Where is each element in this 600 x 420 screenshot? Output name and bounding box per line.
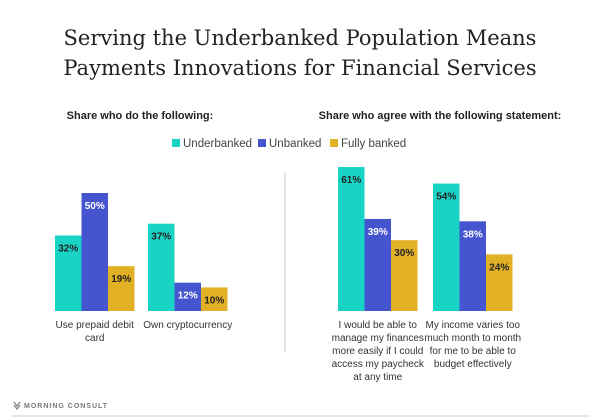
category-label-1-0: I would be able to xyxy=(339,320,418,331)
data-label-1-0-1: 39% xyxy=(368,227,388,238)
category-label-1-1: for me to be able to xyxy=(430,346,517,357)
bars: 32% 50% 19% Use prepaid debit card 37% 12% 10% O… xyxy=(55,167,521,383)
data-label-0-1-0: 37% xyxy=(151,232,171,243)
bar-0-0-1 xyxy=(81,193,108,311)
data-label-0-0-0: 32% xyxy=(58,243,78,254)
legend: Underbanked Unbanked Fully banked xyxy=(172,138,406,150)
category-label-0-0: Use prepaid debit xyxy=(56,320,135,331)
legend-swatch-2 xyxy=(330,139,338,147)
data-label-1-1-0: 54% xyxy=(436,192,456,203)
bar-0-1-0 xyxy=(148,223,175,311)
bar-1-1-1 xyxy=(459,221,486,311)
morning-consult-logo xyxy=(13,401,21,411)
chart-title-line-1: Serving the Underbanked Population Means xyxy=(64,26,537,50)
bar-0-0-2 xyxy=(108,266,135,311)
data-label-1-0-2: 30% xyxy=(394,248,414,259)
category-label-0-0: card xyxy=(85,333,104,344)
data-label-0-0-1: 50% xyxy=(85,201,105,212)
category-label-1-0: manage my finances xyxy=(332,333,424,344)
bar-0-0-0 xyxy=(55,235,82,311)
logo-text: MORNING CONSULT xyxy=(24,403,108,410)
bar-1-0-2 xyxy=(391,240,418,311)
legend-label-1: Unbanked xyxy=(269,138,321,150)
data-label-0-1-2: 10% xyxy=(204,295,224,306)
legend-label-0: Underbanked xyxy=(183,138,252,150)
left-panel-title: Share who do the following: xyxy=(67,110,214,122)
category-label-0-1: Own cryptocurrency xyxy=(143,320,232,331)
bar-1-0-1 xyxy=(364,218,391,311)
data-label-1-1-2: 24% xyxy=(489,262,509,273)
right-panel-title: Share who agree with the following state… xyxy=(319,110,562,122)
category-label-1-0: access my paycheck xyxy=(332,359,425,370)
bar-0-1-2 xyxy=(201,287,228,311)
data-label-1-0-0: 61% xyxy=(341,175,361,186)
category-label-1-1: much month to month xyxy=(424,333,521,344)
legend-swatch-1 xyxy=(258,139,266,147)
bar-1-1-0 xyxy=(433,183,460,311)
bar-0-1-1 xyxy=(174,282,201,311)
bar-1-1-2 xyxy=(486,254,513,311)
data-label-0-0-2: 19% xyxy=(111,274,131,285)
logo-icon xyxy=(13,401,21,411)
category-label-1-1: budget effectively xyxy=(434,359,512,370)
chart-title-line-2: Payments Innovations for Financial Servi… xyxy=(63,56,536,80)
bar-1-0-0 xyxy=(338,167,365,311)
category-label-1-0: at any time xyxy=(353,372,402,383)
category-label-1-1: My income varies too xyxy=(426,320,521,331)
data-label-0-1-1: 12% xyxy=(178,291,198,302)
data-label-1-1-1: 38% xyxy=(463,229,483,240)
legend-swatch-0 xyxy=(172,139,180,147)
category-label-1-0: more easily if I could xyxy=(332,346,423,357)
legend-label-2: Fully banked xyxy=(341,138,406,150)
